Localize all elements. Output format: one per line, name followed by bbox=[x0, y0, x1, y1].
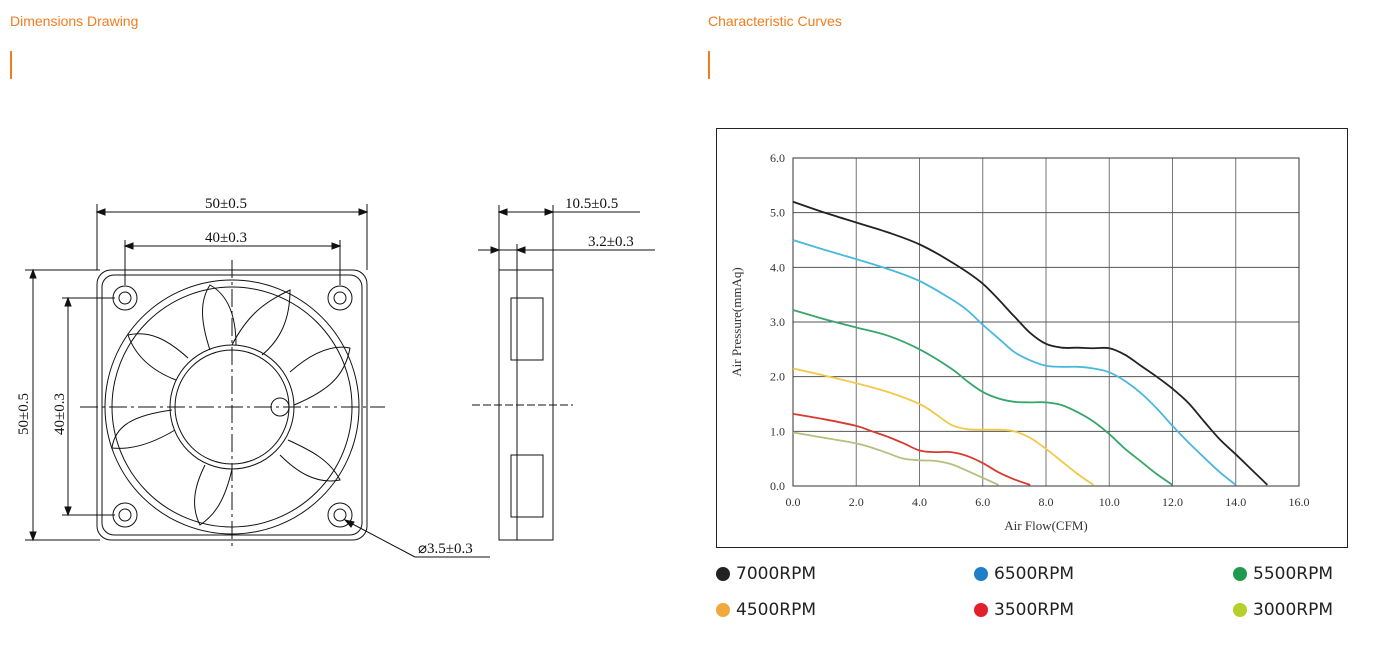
legend-item-6500rpm: 6500RPM bbox=[974, 564, 1074, 584]
x-tick-label: 14.0 bbox=[1225, 495, 1246, 509]
y-tick-label: 1.0 bbox=[770, 424, 785, 438]
dim-depth-label: 10.5±0.5 bbox=[565, 196, 618, 212]
legend-dot bbox=[716, 567, 730, 581]
dim-height-hole-label: 40±0.3 bbox=[52, 393, 68, 435]
y-axis-label: Air Pressure(mmAq) bbox=[729, 267, 744, 376]
characteristic-curves-title: Characteristic Curves bbox=[708, 13, 842, 29]
y-tick-label: 2.0 bbox=[770, 370, 785, 384]
fan-side-view bbox=[472, 269, 573, 541]
dim-rib-label: 3.2±0.3 bbox=[588, 234, 634, 250]
title-accent-bar bbox=[10, 51, 12, 79]
dim-width-hole-label: 40±0.3 bbox=[205, 230, 247, 246]
series-line-5500rpm bbox=[792, 309, 1174, 486]
x-tick-label: 12.0 bbox=[1162, 495, 1183, 509]
legend-item-4500rpm: 4500RPM bbox=[716, 600, 816, 620]
legend-label: 4500RPM bbox=[736, 600, 816, 620]
legend-item-3500rpm: 3500RPM bbox=[974, 600, 1074, 620]
y-tick-label: 4.0 bbox=[770, 260, 785, 274]
x-axis-label: Air Flow(CFM) bbox=[1004, 518, 1087, 533]
series-line-3500rpm bbox=[792, 412, 1031, 486]
legend-item-3000rpm: 3000RPM bbox=[1233, 600, 1333, 620]
dimensions-drawing-title: Dimensions Drawing bbox=[10, 13, 139, 29]
legend-dot bbox=[974, 567, 988, 581]
legend-label: 7000RPM bbox=[736, 564, 816, 584]
series-line-3000rpm bbox=[792, 431, 999, 486]
plot-border bbox=[792, 157, 1300, 487]
y-tick-label: 5.0 bbox=[770, 206, 785, 220]
dim-hole-diameter-label: ⌀3.5±0.3 bbox=[418, 541, 473, 557]
series-line-7000rpm bbox=[792, 200, 1269, 486]
y-tick-label: 6.0 bbox=[770, 151, 785, 165]
x-tick-label: 6.0 bbox=[975, 495, 990, 509]
series-line-6500rpm bbox=[792, 239, 1237, 486]
fan-dimensions-drawing: 50±0.5 40±0.3 50±0.5 40±0.3 10.5±0.5 3.2… bbox=[16, 196, 655, 558]
x-tick-label: 0.0 bbox=[786, 495, 801, 509]
chart-plot: 0.0 2.0 4.0 6.0 8.0 10.0 12.0 14.0 16.0 0.0 1.0 2.0… bbox=[729, 151, 1310, 533]
legend-dot bbox=[974, 603, 988, 617]
x-tick-label: 10.0 bbox=[1099, 495, 1120, 509]
x-tick-label: 8.0 bbox=[1039, 495, 1054, 509]
x-tick-label: 16.0 bbox=[1289, 495, 1310, 509]
y-tick-label: 0.0 bbox=[770, 479, 785, 493]
fan-front-view bbox=[80, 260, 385, 550]
x-tick-label: 4.0 bbox=[912, 495, 927, 509]
series-line-4500rpm bbox=[792, 367, 1094, 486]
dim-height-outer-label: 50±0.5 bbox=[16, 393, 32, 435]
legend-label: 3500RPM bbox=[994, 600, 1074, 620]
legend-dot bbox=[716, 603, 730, 617]
x-tick-label: 2.0 bbox=[849, 495, 864, 509]
legend-item-5500rpm: 5500RPM bbox=[1233, 564, 1333, 584]
y-tick-label: 3.0 bbox=[770, 315, 785, 329]
legend-label: 5500RPM bbox=[1253, 564, 1333, 584]
legend-item-7000rpm: 7000RPM bbox=[716, 564, 816, 584]
title-accent-bar bbox=[708, 51, 710, 79]
legend-label: 3000RPM bbox=[1253, 600, 1333, 620]
legend-label: 6500RPM bbox=[994, 564, 1074, 584]
legend-dot bbox=[1233, 567, 1247, 581]
characteristic-curves-chart: 0.0 2.0 4.0 6.0 8.0 10.0 12.0 14.0 16.0 0.0 1.0 2.0… bbox=[716, 128, 1348, 548]
legend-dot bbox=[1233, 603, 1247, 617]
dim-width-outer-label: 50±0.5 bbox=[205, 196, 247, 212]
